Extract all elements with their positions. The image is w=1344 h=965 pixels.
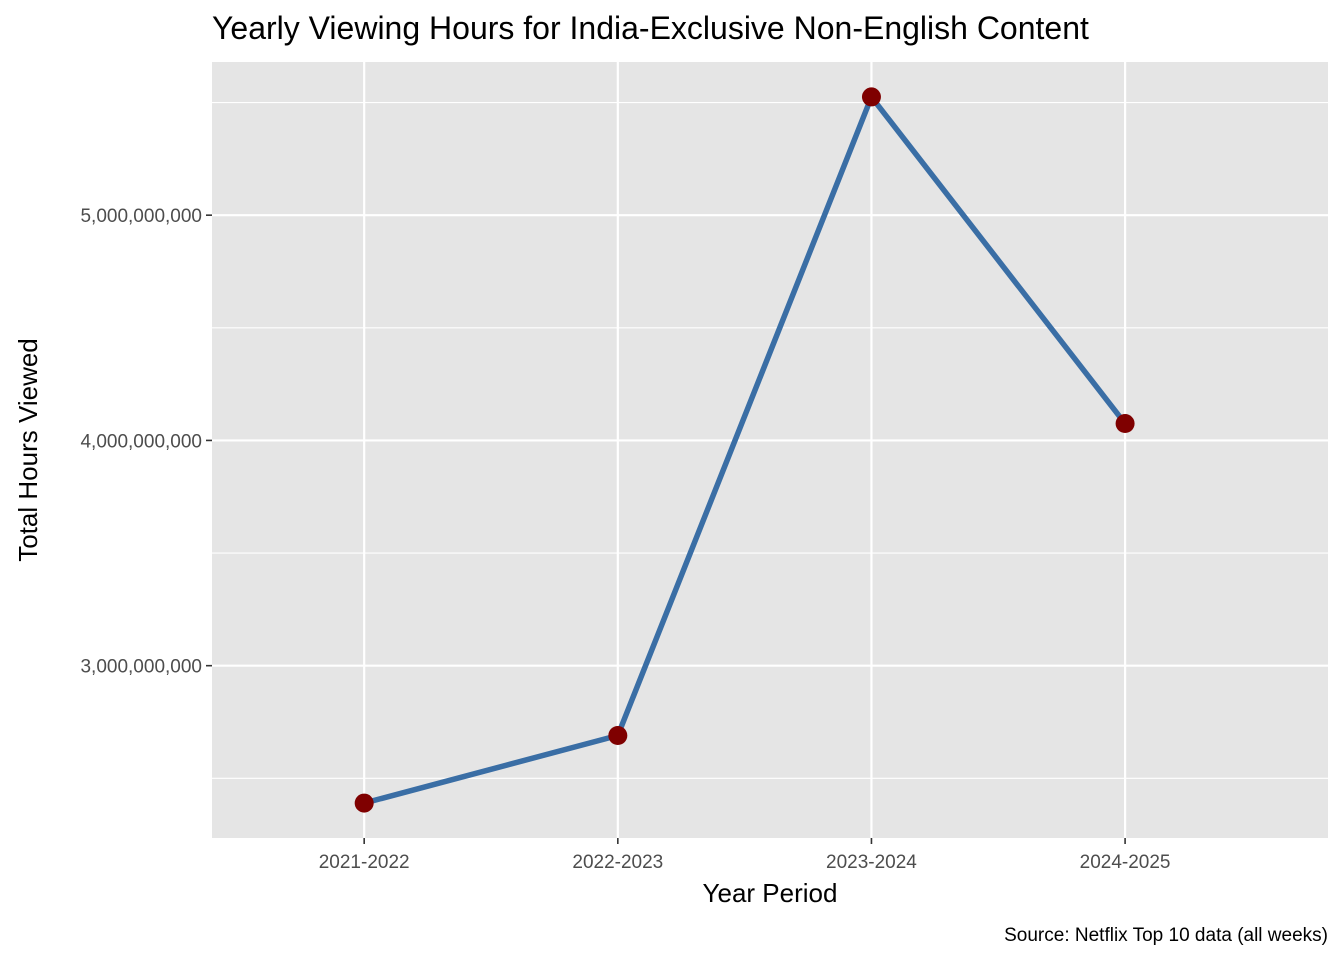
x-tick-label: 2022-2023 [572,852,663,873]
y-tick-label: 5,000,000,000 [80,206,202,227]
series-layer [363,94,1128,806]
x-axis: 2021-2022 2022-2023 2023-2024 2024-2025 [319,838,1171,873]
minor-gridlines [212,101,1328,779]
major-gridlines [212,62,1328,838]
y-axis: 3,000,000,000 4,000,000,000 5,000,000,000 [80,206,212,678]
plot-panel [212,62,1328,838]
chart-title: Yearly Viewing Hours for India-Exclusive… [212,10,1089,46]
x-tick-label: 2023-2024 [826,852,917,873]
x-tick-label: 2024-2025 [1080,852,1171,873]
y-tick-label: 3,000,000,000 [80,657,202,678]
y-axis-title: Total Hours Viewed [13,338,43,562]
points-layer [354,87,1135,813]
series-line [363,94,1128,806]
x-axis-title: Year Period [703,878,838,908]
data-point [608,726,628,746]
data-point [861,87,881,107]
data-point [1115,414,1135,434]
y-tick-label: 4,000,000,000 [80,431,202,452]
x-tick-label: 2021-2022 [319,852,410,873]
source-caption: Source: Netflix Top 10 data (all weeks) [1004,925,1328,946]
data-point [354,793,374,813]
